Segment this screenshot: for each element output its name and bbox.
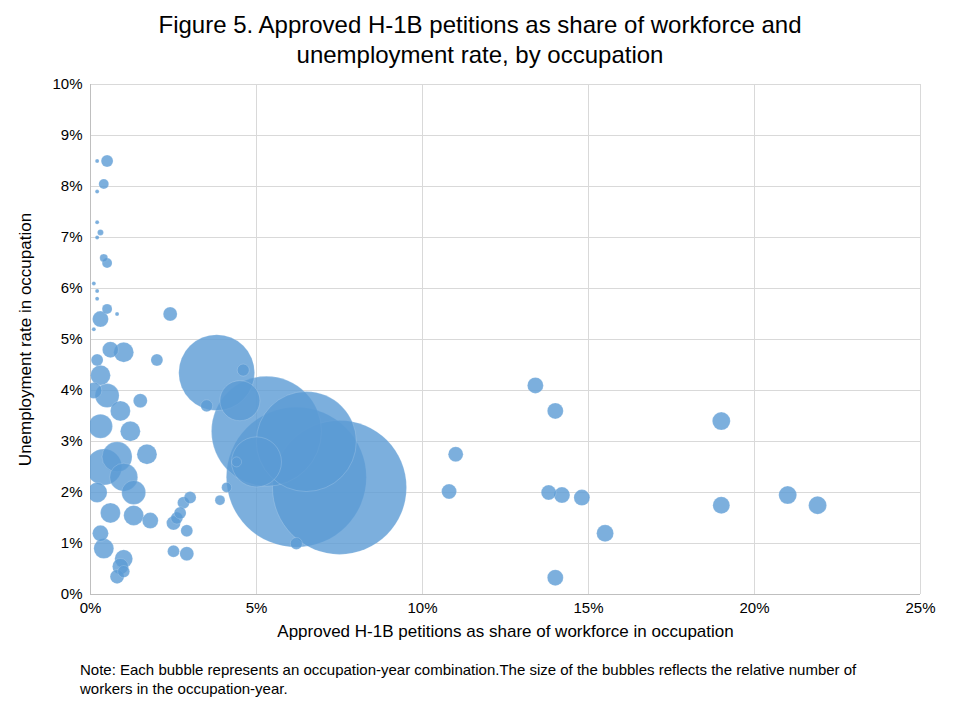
svg-text:0%: 0% [80,599,102,616]
svg-text:10%: 10% [52,75,82,92]
svg-text:2%: 2% [61,483,83,500]
svg-text:15%: 15% [573,599,603,616]
html-text:Note: Each bubble represents a: Note: Each bubble represents an occupati… [80,661,857,697]
svg-text:8%: 8% [61,177,83,194]
svg-text:Unemployment rate in occupatio: Unemployment rate in occupation [16,213,35,466]
svg-text:5%: 5% [246,599,268,616]
svg-text:3%: 3% [61,432,83,449]
svg-text:7%: 7% [61,228,83,245]
svg-text:1%: 1% [61,534,83,551]
svg-text:6%: 6% [61,279,83,296]
svg-text:25%: 25% [905,599,935,616]
svg-text:10%: 10% [407,599,437,616]
svg-text:9%: 9% [61,126,83,143]
svg-text:Approved H-1B petitions as sha: Approved H-1B petitions as share of work… [277,622,733,641]
svg-text:0%: 0% [61,585,83,602]
html-text:Figure 5. Approved H-1B petiti: Figure 5. Approved H-1B petitions as sha… [158,11,802,68]
svg-text:5%: 5% [61,330,83,347]
svg-text:20%: 20% [739,599,769,616]
svg-text:4%: 4% [61,381,83,398]
